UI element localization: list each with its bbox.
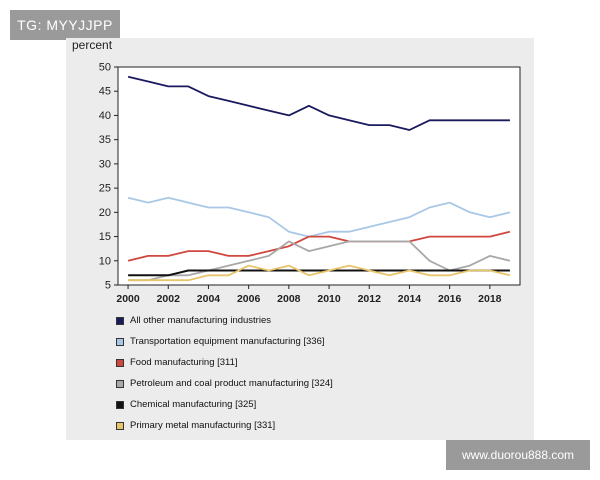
series-line xyxy=(127,75,510,131)
legend-swatch xyxy=(116,337,124,346)
y-tick-label: 35 xyxy=(99,134,111,146)
y-tick-label: 50 xyxy=(99,62,111,74)
legend-label: Petroleum and coal product manufacturing… xyxy=(130,378,333,389)
y-tick-label: 30 xyxy=(99,158,111,170)
legend-item: Chemical manufacturing [325] xyxy=(116,394,526,415)
legend-swatch xyxy=(116,400,124,409)
x-tick-label: 2016 xyxy=(438,293,462,305)
y-tick-label: 20 xyxy=(99,207,111,219)
legend-label: Primary metal manufacturing [331] xyxy=(130,420,276,431)
x-tick-label: 2008 xyxy=(277,293,301,305)
legend-label: Transportation equipment manufacturing [… xyxy=(130,336,325,347)
legend-item: Food manufacturing [311] xyxy=(116,352,526,373)
y-tick-label: 45 xyxy=(99,86,111,98)
series-line xyxy=(128,264,511,282)
legend-label: All other manufacturing industries xyxy=(130,315,271,326)
y-tick-label: 25 xyxy=(99,183,111,195)
legend-item: Petroleum and coal product manufacturing… xyxy=(116,373,526,394)
x-tick-label: 2010 xyxy=(317,293,341,305)
legend-swatch xyxy=(116,421,124,430)
legend-label: Chemical manufacturing [325] xyxy=(130,399,257,410)
series-line xyxy=(128,269,510,277)
x-tick-label: 2018 xyxy=(478,293,502,305)
legend: All other manufacturing industries Transp… xyxy=(116,310,526,436)
x-tick-label: 2000 xyxy=(116,293,140,305)
x-tick-label: 2006 xyxy=(237,293,261,305)
x-tick-label: 2002 xyxy=(157,293,181,305)
plot-area xyxy=(117,66,521,286)
y-tick-label: 10 xyxy=(99,255,111,267)
legend-item: All other manufacturing industries xyxy=(116,310,526,331)
series-layer xyxy=(127,75,511,282)
series-line xyxy=(128,240,511,282)
legend-label: Food manufacturing [311] xyxy=(130,357,238,368)
legend-item: Transportation equipment manufacturing [… xyxy=(116,331,526,352)
y-tick-label: 5 xyxy=(105,280,111,292)
legend-item: Primary metal manufacturing [331] xyxy=(116,415,526,436)
legend-swatch xyxy=(116,316,124,325)
x-tick-label: 2004 xyxy=(197,293,221,305)
series-line xyxy=(127,230,511,262)
x-tick-label: 2014 xyxy=(398,293,422,305)
y-tick-label: 15 xyxy=(99,231,111,243)
y-tick-label: 40 xyxy=(99,110,111,122)
watermark: www.duorou888.com xyxy=(446,440,590,470)
legend-swatch xyxy=(116,358,124,367)
y-axis-unit-label: percent xyxy=(72,38,113,52)
series-line xyxy=(127,196,511,238)
x-tick-label: 2012 xyxy=(358,293,382,305)
axes-layer: 5 10 15 20 25 30 35 40 45 50 2000 2002 2004 2006 2008 2… xyxy=(99,62,502,306)
tg-badge: TG: MYYJJPP xyxy=(10,10,120,40)
legend-swatch xyxy=(116,379,124,388)
